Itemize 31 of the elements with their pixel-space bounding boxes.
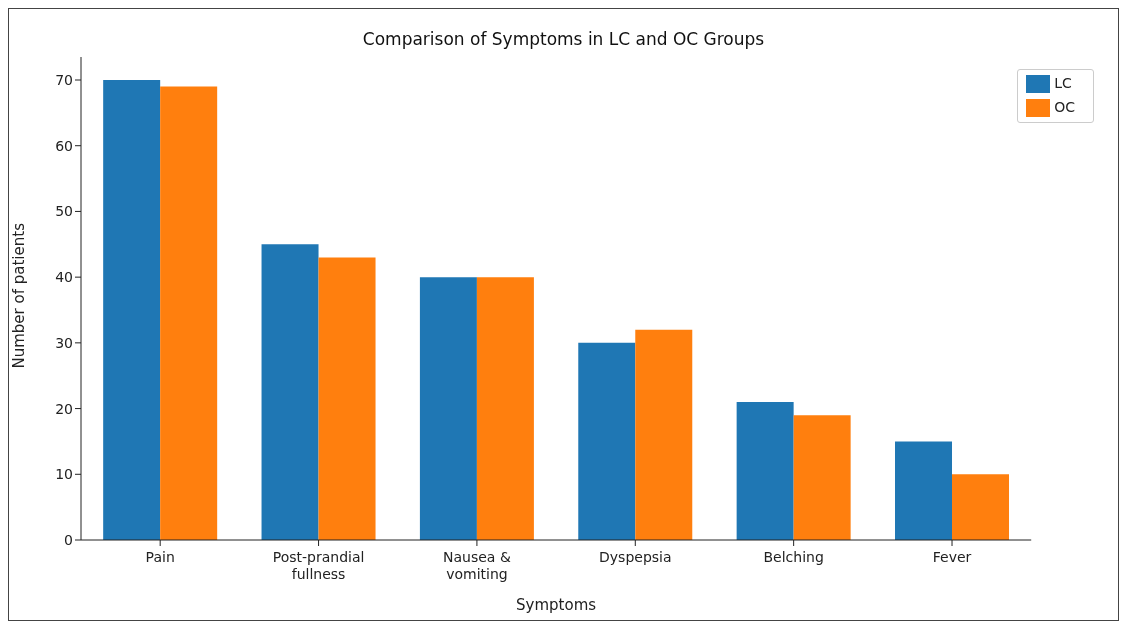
- y-tick-label: 60: [55, 137, 73, 154]
- y-tick-label: 30: [55, 334, 73, 351]
- bar: [793, 415, 851, 540]
- x-tick-label: Post-prandial fullness: [272, 549, 365, 582]
- y-tick-label: 20: [55, 400, 73, 417]
- x-tick-label: Dyspepsia: [599, 549, 672, 565]
- bar: [318, 257, 376, 540]
- legend-label: OC: [1054, 99, 1075, 115]
- chart-title: Comparison of Symptoms in LC and OC Groups: [361, 29, 766, 49]
- bar: [419, 277, 477, 540]
- x-tick-label: Nausea & vomiting: [443, 549, 511, 582]
- bar: [476, 277, 534, 540]
- bar: [952, 474, 1010, 540]
- y-tick-label: 70: [55, 71, 73, 88]
- x-tick-label: Belching: [763, 549, 824, 565]
- bar: [160, 86, 218, 540]
- bar: [635, 329, 693, 540]
- y-tick-label: 40: [55, 269, 73, 286]
- x-tick-label: Fever: [932, 549, 972, 565]
- y-axis-title: Number of patients: [10, 222, 29, 369]
- bar: [103, 80, 161, 540]
- x-axis-title: Symptoms: [516, 596, 597, 614]
- y-tick-label: 0: [64, 531, 73, 548]
- bar: [261, 244, 319, 540]
- x-tick-label: Pain: [145, 549, 175, 565]
- y-tick-label: 10: [55, 466, 73, 483]
- bar: [736, 402, 794, 540]
- y-tick-label: 50: [55, 203, 73, 220]
- bar: [578, 342, 636, 540]
- bar: [895, 441, 953, 540]
- legend-label: LC: [1054, 75, 1072, 91]
